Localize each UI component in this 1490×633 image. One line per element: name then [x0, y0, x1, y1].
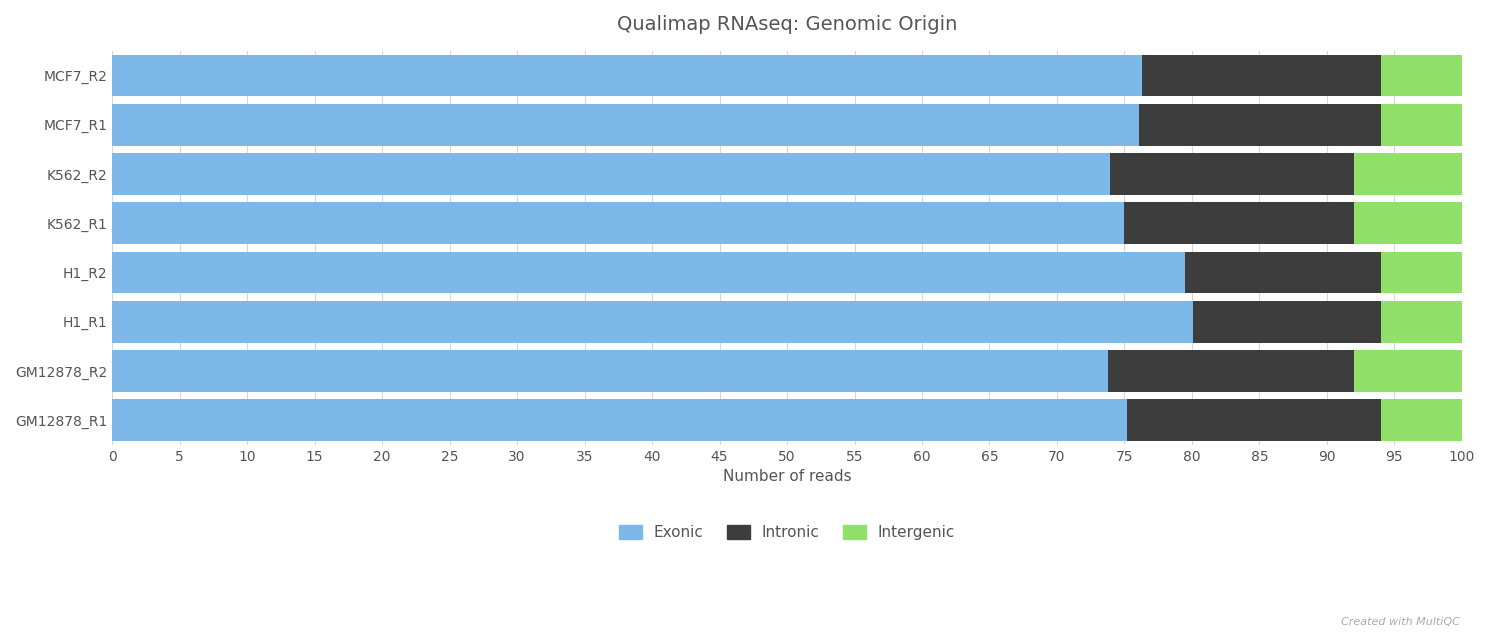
Bar — [1381, 399, 1462, 441]
Bar — [1193, 301, 1381, 342]
Bar — [1354, 350, 1462, 392]
Bar — [1110, 153, 1354, 195]
Bar — [1140, 104, 1381, 146]
Bar — [112, 350, 1109, 392]
Bar — [112, 203, 1125, 244]
Bar — [1141, 54, 1381, 96]
Bar — [1125, 203, 1354, 244]
Text: Created with MultiQC: Created with MultiQC — [1341, 617, 1460, 627]
Bar — [112, 153, 1110, 195]
X-axis label: Number of reads: Number of reads — [723, 469, 851, 484]
Bar — [1185, 251, 1381, 294]
Bar — [1126, 399, 1381, 441]
Bar — [1381, 104, 1462, 146]
Bar — [1381, 251, 1462, 294]
Bar — [1381, 54, 1462, 96]
Bar — [112, 54, 1141, 96]
Bar — [112, 399, 1126, 441]
Bar — [1354, 203, 1462, 244]
Bar — [1381, 301, 1462, 342]
Bar — [1354, 153, 1462, 195]
Bar — [112, 104, 1140, 146]
Bar — [1109, 350, 1354, 392]
Bar — [112, 301, 1193, 342]
Legend: Exonic, Intronic, Intergenic: Exonic, Intronic, Intergenic — [611, 517, 963, 548]
Bar — [112, 251, 1185, 294]
Title: Qualimap RNAseq: Genomic Origin: Qualimap RNAseq: Genomic Origin — [617, 15, 957, 34]
